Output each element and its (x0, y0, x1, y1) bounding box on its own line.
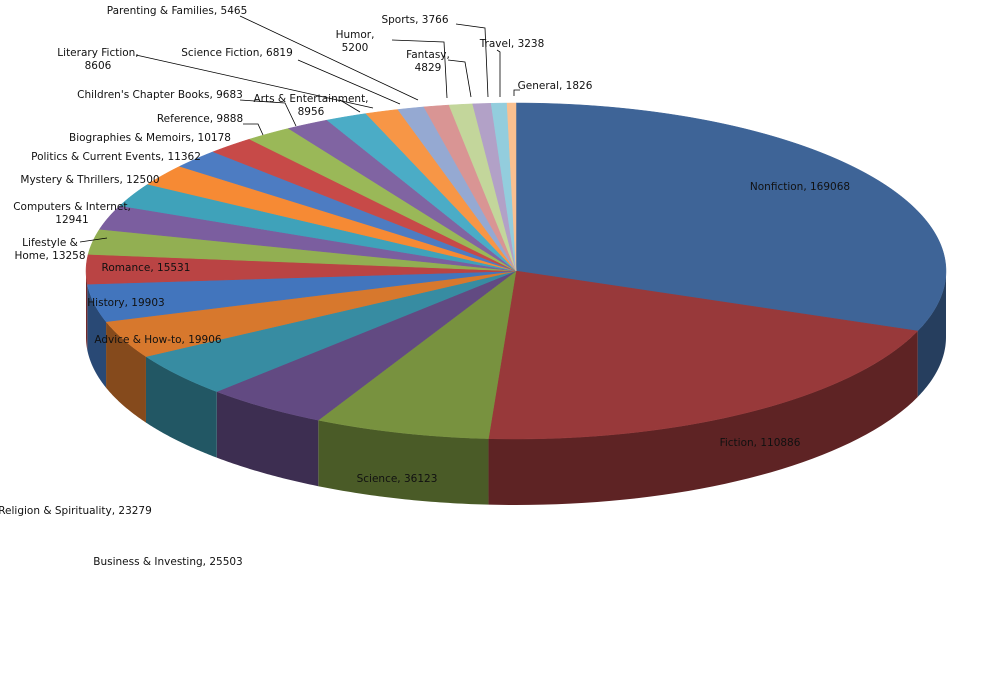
leader-lines (79, 15, 520, 243)
pie-slice-science (317, 270, 517, 439)
data-label-reference: Reference, 9888 (157, 113, 243, 125)
data-label-computers-and-internet: Computers & Internet, 12941 (13, 201, 131, 226)
leader-line-lifestyle-and-home (79, 237, 108, 243)
data-label-politics-and-current-events: Politics & Current Events, 11362 (31, 151, 201, 163)
pie-slice-literary-fiction (326, 113, 517, 272)
pie-slice-romance (85, 254, 517, 285)
pie-slice-business-and-investing (216, 270, 517, 421)
pie-side-nonfiction (917, 271, 946, 397)
pie-slice-biographies-and-memoirs (178, 151, 517, 272)
leader-line-literary-fiction (135, 54, 374, 109)
data-label-advice-and-how-to: Advice & How-to, 19906 (94, 334, 222, 346)
data-label-arts-and-entertainment: Arts & Entertainment, 8956 (253, 93, 368, 118)
pie-slice-history (87, 270, 517, 322)
leader-line-parenting-and-families (239, 15, 419, 101)
data-label-business-and-investing: Business & Investing, 25503 (93, 556, 243, 568)
pie-slice-mystery-and-thrillers (119, 184, 517, 272)
data-label-travel: Travel, 3238 (479, 38, 545, 50)
pie-side-science (318, 420, 489, 505)
leader-line-general (513, 89, 520, 96)
data-label-humor: Humor, 5200 (336, 29, 375, 54)
pie-slice-travel (490, 102, 517, 272)
data-label-science-fiction: Science Fiction, 6819 (181, 47, 293, 59)
data-label-religion-and-spirituality: Religion & Spirituality, 23279 (0, 505, 152, 517)
data-label-sports: Sports, 3766 (381, 14, 448, 26)
pie-slice-religion-and-spirituality (145, 270, 517, 392)
pie-slice-lifestyle-and-home (87, 229, 517, 272)
pie-side-advice-and-how-to (106, 321, 146, 423)
pie-sides (86, 271, 946, 505)
pie-slice-science-fiction (365, 109, 517, 272)
leader-line-arts-and-entertainment (339, 99, 361, 113)
data-label-romance: Romance, 15531 (102, 262, 191, 274)
data-label-lifestyle-and-home: Lifestyle & Home, 13258 (14, 237, 85, 262)
pie-slice-fiction (488, 270, 919, 440)
leader-line-humor (391, 39, 448, 99)
data-label-fantasy: Fantasy, 4829 (406, 49, 450, 74)
data-labels: Nonfiction, 169068 Fiction, 110886 Science… (0, 5, 850, 568)
data-label-parenting-and-families: Parenting & Families, 5465 (107, 5, 248, 17)
pie-slice-computers-and-internet (99, 205, 517, 272)
pie-side-business-and-investing (216, 391, 319, 487)
leader-line-children-s-chapter-books (239, 99, 297, 127)
pie-slice-nonfiction (515, 102, 947, 332)
data-label-science: Science, 36123 (357, 473, 438, 485)
data-label-fiction: Fiction, 110886 (720, 437, 801, 449)
pie-slice-arts-and-entertainment (287, 119, 517, 272)
leader-line-reference (243, 123, 264, 136)
data-label-literary-fiction: Literary Fiction, 8606 (57, 47, 138, 72)
pie-slice-fantasy (448, 103, 517, 272)
pie-side-history (87, 284, 107, 388)
pie-side-religion-and-spirituality (145, 356, 217, 458)
leader-line-travel (496, 49, 501, 97)
pie-slice-children-s-chapter-books (248, 128, 517, 272)
pie-slice-reference (212, 138, 517, 272)
pie-slice-humor (423, 104, 517, 272)
pie-slice-sports (472, 103, 517, 272)
pie-slice-advice-and-how-to (105, 270, 517, 357)
data-label-mystery-and-thrillers: Mystery & Thrillers, 12500 (20, 174, 159, 186)
data-label-nonfiction: Nonfiction, 169068 (750, 181, 850, 193)
pie-slice-politics-and-current-events (147, 166, 517, 272)
pie-slice-parenting-and-families (397, 106, 517, 272)
leader-line-science-fiction (297, 59, 401, 105)
pie-side-romance (86, 271, 88, 351)
leader-line-sports (455, 23, 489, 98)
pie-side-fiction (488, 330, 918, 505)
data-label-general: General, 1826 (518, 80, 593, 92)
pie-slices (85, 102, 947, 440)
data-label-history: History, 19903 (87, 297, 164, 309)
leader-line-fantasy (447, 59, 472, 98)
data-label-biographies-and-memoirs: Biographies & Memoirs, 10178 (69, 132, 231, 144)
pie-slice-general (506, 102, 517, 272)
data-label-children-s-chapter-books: Children's Chapter Books, 9683 (77, 89, 243, 101)
